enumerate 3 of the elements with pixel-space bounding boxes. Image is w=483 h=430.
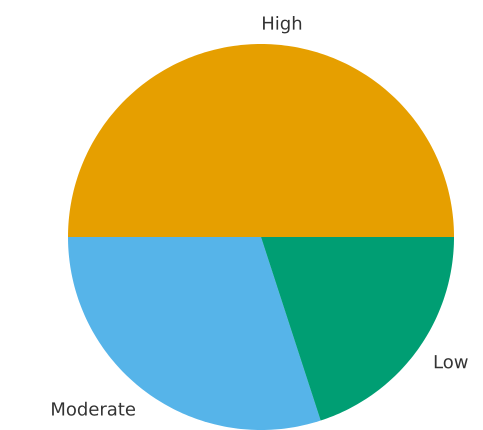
slice-label: High [263,16,302,34]
slice-label: Moderate [52,402,136,416]
slice-label: Low [434,355,468,368]
